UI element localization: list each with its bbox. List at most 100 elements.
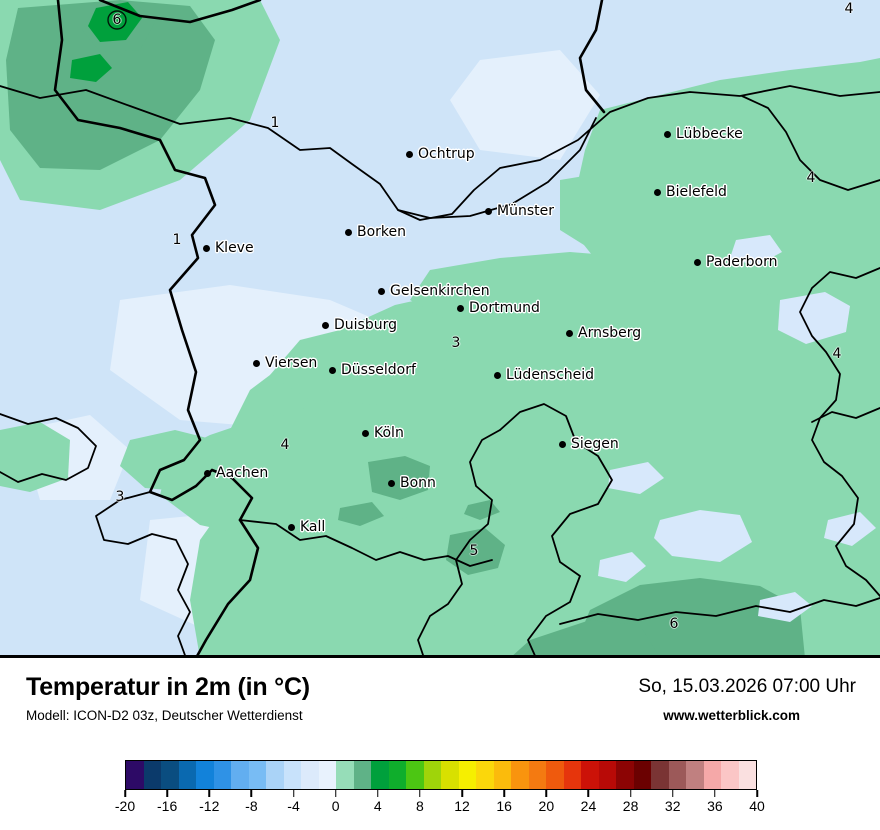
colorbar-tick: [124, 790, 126, 797]
city-label: Kleve: [215, 240, 254, 256]
footer-panel: Temperatur in 2m (in °C) Modell: ICON-D2…: [0, 658, 880, 830]
model-subtitle: Modell: ICON-D2 03z, Deutscher Wetterdie…: [26, 708, 303, 723]
city-marker[interactable]: Duisburg: [322, 317, 397, 333]
colorbar-tick-label: 12: [454, 798, 470, 814]
temperature-colorbar[interactable]: -20 -16 -12 -8 -4 0 4 8 12 16 20 24 28 32 36 40: [115, 760, 765, 814]
colorbar-swatch-16: [406, 761, 424, 789]
city-label: Dortmund: [469, 300, 540, 316]
colorbar-swatch-17: [423, 761, 441, 789]
city-marker[interactable]: Paderborn: [694, 254, 777, 270]
city-dot-icon: [388, 479, 395, 487]
colorbar-tick-label: 28: [622, 798, 639, 814]
colorbar-swatch-19: [458, 761, 476, 789]
city-dot-icon: [485, 207, 492, 215]
city-marker[interactable]: Bielefeld: [654, 184, 727, 200]
contour-label: 3: [451, 335, 461, 351]
colorbar-tick-label: 0: [331, 798, 340, 814]
colorbar-swatch-7: [248, 761, 266, 789]
contour-label: 4: [832, 346, 842, 362]
city-dot-icon: [566, 329, 573, 337]
colorbar-tick-label: 36: [707, 798, 723, 814]
colorbar-tick-label: -20: [114, 798, 136, 814]
contour-label: 4: [844, 1, 854, 17]
city-label: Lübbecke: [676, 126, 743, 142]
city-label: Bonn: [400, 475, 436, 491]
colorbar-swatch-4: [196, 761, 214, 789]
colorbar-swatch-23: [528, 761, 546, 789]
contour-label: 1: [172, 232, 182, 248]
temperature-map[interactable]: Lübbecke Bielefeld Ochtrup Münster Pader…: [0, 0, 880, 658]
city-marker[interactable]: Lüdenscheid: [494, 367, 594, 383]
colorbar-ticks: [124, 790, 758, 797]
city-label: Siegen: [571, 436, 619, 452]
contour-label: 3: [115, 489, 125, 505]
colorbar-swatch-5: [213, 761, 231, 789]
colorbar-swatch-29: [633, 761, 651, 789]
city-marker[interactable]: Arnsberg: [566, 325, 641, 341]
colorbar-swatch-9: [283, 761, 301, 789]
city-dot-icon: [253, 359, 260, 367]
colorbar-swatch-1: [143, 761, 161, 789]
colorbar-swatch-8: [266, 761, 284, 789]
city-marker[interactable]: Düsseldorf: [329, 362, 416, 378]
city-marker[interactable]: Köln: [362, 425, 404, 441]
colorbar-tick-label: 4: [373, 798, 382, 814]
colorbar-swatch-3: [178, 761, 196, 789]
colorbar-tick: [629, 790, 632, 797]
colorbar-tick: [587, 790, 590, 797]
colorbar-swatch-2: [161, 761, 179, 789]
colorbar-swatch-30: [651, 761, 669, 789]
map-raster-layer: [0, 0, 880, 658]
contour-label: 1: [270, 115, 280, 131]
city-marker[interactable]: Gelsenkirchen: [378, 283, 490, 299]
colorbar-swatch-18: [441, 761, 459, 789]
colorbar-swatch-13: [353, 761, 371, 789]
colorbar-swatch-6: [231, 761, 249, 789]
city-marker[interactable]: Borken: [345, 224, 406, 240]
colorbar-tick: [250, 790, 253, 797]
colorbar-swatch-32: [686, 761, 704, 789]
contour-label: 5: [469, 543, 479, 559]
colorbar-tick: [166, 790, 168, 797]
city-marker[interactable]: Münster: [485, 203, 554, 219]
city-label: Arnsberg: [578, 325, 642, 341]
city-dot-icon: [457, 304, 464, 312]
colorbar-swatch-20: [476, 761, 494, 789]
valid-timestamp: So, 15.03.2026 07:00 Uhr: [638, 676, 856, 697]
city-marker[interactable]: Ochtrup: [406, 146, 475, 162]
colorbar-tick-label: 16: [496, 798, 512, 814]
city-label: Duisburg: [334, 317, 397, 333]
city-dot-icon: [494, 371, 501, 379]
city-label: Lüdenscheid: [506, 367, 595, 383]
city-marker[interactable]: Dortmund: [457, 300, 540, 316]
colorbar-tick-label: 32: [664, 798, 681, 814]
website-label: www.wetterblick.com: [663, 708, 800, 723]
colorbar-tick: [208, 790, 211, 797]
city-marker[interactable]: Aachen: [204, 465, 268, 481]
contour-label: 4: [280, 437, 290, 453]
city-label: Aachen: [216, 465, 269, 481]
colorbar-tick: [503, 790, 505, 797]
colorbar-swatch-10: [301, 761, 319, 789]
colorbar-swatch-14: [371, 761, 389, 789]
city-marker[interactable]: Viersen: [253, 355, 317, 371]
city-marker[interactable]: Siegen: [559, 436, 619, 452]
colorbar-swatch-0: [126, 761, 144, 789]
city-dot-icon: [694, 258, 701, 266]
colorbar-swatch-22: [511, 761, 529, 789]
city-label: Ochtrup: [418, 146, 475, 162]
city-marker[interactable]: Bonn: [388, 475, 436, 491]
colorbar-swatch-35: [738, 761, 756, 789]
city-dot-icon: [203, 244, 210, 252]
city-dot-icon: [288, 523, 295, 531]
city-marker[interactable]: Kleve: [203, 240, 254, 256]
city-label: Paderborn: [706, 254, 778, 270]
city-marker[interactable]: Kall: [288, 519, 325, 535]
city-label: Kall: [300, 519, 326, 535]
city-dot-icon: [204, 469, 211, 477]
colorbar-tick: [671, 790, 674, 797]
colorbar-swatch-34: [721, 761, 739, 789]
city-label: Viersen: [265, 355, 318, 371]
city-marker[interactable]: Lübbecke: [664, 126, 743, 142]
colorbar-swatch-21: [493, 761, 511, 789]
